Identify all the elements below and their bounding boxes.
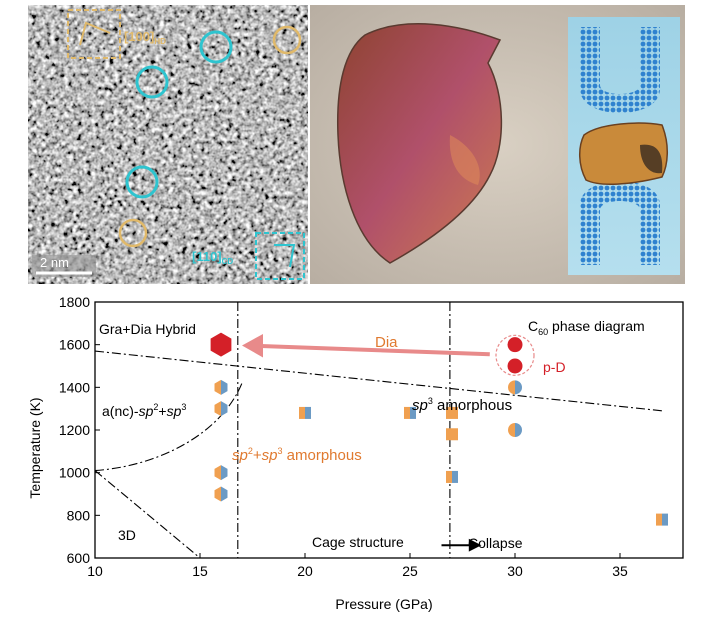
- inset-crystal: [579, 122, 668, 186]
- data-point-square: [404, 406, 410, 419]
- data-point-square: [410, 406, 416, 419]
- x-tick-label: 15: [192, 563, 208, 579]
- sample-photo: [310, 5, 685, 284]
- data-point-circle: [515, 423, 522, 437]
- tem-image: [100]HD [110]CD 2 nm: [28, 5, 308, 284]
- annotation-pd: p-D: [543, 359, 566, 375]
- cyan-circle: [199, 30, 233, 64]
- data-point-square: [662, 513, 668, 526]
- data-point-hexagon: [221, 401, 228, 417]
- y-tick-label: 800: [67, 507, 91, 523]
- data-point-hexagon: [214, 401, 221, 417]
- tem-image-panel: [100]HD [110]CD 2 nm: [28, 5, 308, 284]
- cd-region-box: [255, 232, 305, 280]
- x-axis-label: Pressure (GPa): [335, 596, 432, 612]
- boundary-line: [94, 350, 663, 412]
- sample-photo-panel: [310, 5, 685, 284]
- dia-arrow-head: [242, 334, 263, 358]
- y-axis-label: Temperature (K): [27, 397, 43, 498]
- data-point-hexagon: [221, 465, 228, 481]
- annotation-3d: 3D: [118, 527, 136, 543]
- electrode-top: [580, 27, 660, 113]
- data-point-circle: [515, 380, 523, 395]
- annotation-sp3: sp3 amorphous: [412, 396, 512, 414]
- data-point-circle: [507, 337, 523, 353]
- tem-texture: [28, 5, 308, 284]
- dia-arrow: [252, 343, 490, 357]
- cyan-circle: [125, 165, 159, 199]
- data-point-hexagon: [214, 379, 221, 395]
- annotation-hybrid: Gra+Dia Hybrid: [99, 321, 196, 337]
- gold-circle: [118, 218, 148, 248]
- x-tick-label: 10: [87, 563, 103, 579]
- data-point-circle: [507, 358, 523, 374]
- data-point-hexagon: [210, 332, 232, 357]
- cyan-circle: [135, 65, 169, 99]
- y-tick-label: 1400: [59, 379, 90, 395]
- data-point-square: [446, 470, 452, 483]
- hd-lattice-mark: [79, 21, 111, 46]
- x-tick-label: 20: [297, 563, 313, 579]
- data-point-circle: [508, 380, 515, 395]
- y-tick-label: 1200: [59, 422, 90, 438]
- annotation-mixed: sp2+sp3 amorphous: [232, 446, 362, 464]
- electrode-bottom: [580, 181, 660, 265]
- data-point-square: [305, 406, 311, 419]
- data-point-hexagon: [221, 486, 228, 502]
- annotation-anc: a(nc)-sp2+sp3: [102, 402, 186, 419]
- data-point-square: [452, 470, 458, 483]
- y-tick-label: 600: [67, 550, 91, 566]
- phase-diagram-chart: 10 15 20 25 30 35 600 800 1000 1200 1400 1600 1800 G…: [27, 294, 684, 612]
- data-point-hexagon: [214, 486, 221, 502]
- boundary-line: [94, 470, 201, 559]
- boundary-curve: [94, 382, 243, 472]
- y-tick-label: 1000: [59, 465, 90, 481]
- x-tick-label: 25: [402, 563, 418, 579]
- y-tick-label: 1800: [59, 294, 90, 310]
- annotation-cage: Cage structure: [312, 534, 404, 550]
- annotation-collapse: Collapse: [468, 535, 523, 551]
- data-point-square: [656, 513, 662, 526]
- data-point-hexagon: [214, 465, 221, 481]
- pd-highlight: [495, 334, 535, 376]
- data-point-hexagon: [221, 379, 228, 395]
- cd-lattice-mark: [274, 244, 296, 268]
- y-tick-label: 1600: [59, 337, 90, 353]
- annotation-dia: Dia: [375, 334, 398, 351]
- crystal-sample: [336, 23, 503, 264]
- data-point-square: [446, 428, 458, 441]
- hd-label: [100]HD: [124, 29, 166, 46]
- scale-bar-label: 2 nm: [40, 255, 69, 270]
- data-point-circle: [508, 423, 515, 437]
- hd-region-box: [67, 9, 121, 59]
- chart-title: C60 phase diagram: [528, 318, 645, 337]
- gold-circle: [272, 25, 302, 55]
- x-tick-label: 30: [507, 563, 523, 579]
- data-point-square: [446, 406, 458, 419]
- phase-diagram: 10 15 20 25 30 35 600 800 1000 1200 1400 1600 1800 G…: [0, 288, 715, 621]
- cd-label: [110]CD: [192, 249, 233, 266]
- x-tick-label: 35: [612, 563, 628, 579]
- collapse-arrow-head: [468, 538, 482, 552]
- data-point-square: [299, 406, 305, 419]
